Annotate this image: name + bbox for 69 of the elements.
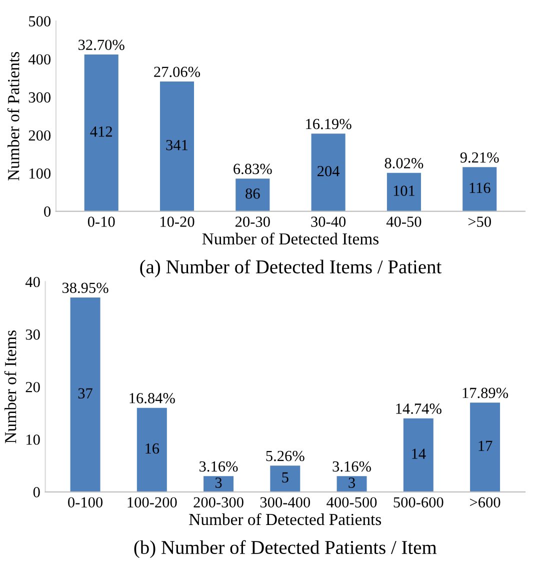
annotation: 17.89% (462, 388, 508, 398)
data-label: 16 (146, 443, 160, 454)
data-label: 86 (246, 188, 260, 199)
x-tick-label: 40-50 (386, 216, 422, 227)
y-tick-label: 30 (26, 329, 40, 340)
annotation: 3.16% (332, 461, 371, 472)
bar (311, 134, 346, 212)
bar (160, 82, 194, 212)
annotation: 16.19% (306, 118, 352, 130)
bar (336, 476, 367, 492)
x-tick-label: 200-300 (194, 497, 244, 508)
annotation: 14.74% (396, 404, 442, 414)
y-tick-label: 200 (28, 130, 51, 141)
annotation: 5.26% (266, 450, 304, 462)
y-axis-title: Number of Items (4, 330, 16, 444)
data-label: 341 (166, 140, 188, 150)
y-tick-label: 100 (30, 168, 51, 179)
annotation: 16.84% (130, 393, 175, 404)
annotation: 9.21% (460, 152, 499, 163)
data-label: 14 (412, 448, 426, 459)
data-label: 3 (348, 478, 356, 488)
bar (386, 172, 421, 212)
y-tick-label: 0 (44, 206, 51, 217)
bar (204, 476, 234, 492)
annotation: 8.02% (384, 158, 424, 168)
bar (136, 408, 167, 492)
data-label: 204 (318, 166, 340, 176)
x-axis-title: Number of Detected Patients (189, 513, 382, 526)
data-label: 116 (470, 182, 490, 194)
annotation: 3.16% (200, 461, 238, 472)
data-label: 5 (282, 472, 288, 483)
data-label: 37 (78, 388, 92, 399)
x-tick-label: 10-20 (160, 216, 194, 227)
x-axis-title: Number of Detected Items (202, 232, 379, 245)
annotation: 6.83% (234, 164, 272, 174)
x-tick-label: 0-100 (68, 497, 103, 508)
data-label: 3 (215, 478, 222, 488)
y-tick-label: 40 (25, 276, 40, 288)
bar (462, 167, 497, 212)
x-tick-label: >600 (470, 497, 500, 508)
y-tick-label: 400 (28, 54, 51, 65)
data-label: 17 (478, 440, 492, 451)
data-label: 412 (90, 126, 112, 137)
y-tick-label: 20 (26, 382, 40, 392)
x-tick-label: 0-10 (88, 216, 115, 227)
x-tick-label: 400-500 (326, 497, 377, 508)
data-label: 101 (394, 186, 415, 196)
bar (470, 402, 500, 492)
x-tick-label: 500-600 (394, 497, 444, 508)
annotation: 38.95% (62, 282, 108, 294)
x-tick-label: 20-30 (236, 216, 270, 227)
text: (b) Number of Detected Patients / Item (134, 540, 437, 558)
bar (270, 466, 300, 492)
bar (70, 297, 100, 492)
y-tick-label: 0 (33, 487, 40, 498)
y-tick-label: 10 (26, 434, 40, 445)
annotation: 27.06% (154, 66, 200, 78)
y-tick-label: 300 (28, 92, 51, 103)
text: (a) Number of Detected Items / Patient (140, 260, 442, 278)
y-axis-title: Number of Patients (7, 52, 20, 180)
y-tick-label: 500 (29, 16, 51, 26)
annotation: 32.70% (78, 40, 124, 50)
bar (84, 54, 118, 212)
x-tick-label: 300-400 (260, 497, 310, 508)
bar (236, 178, 270, 212)
bar (403, 418, 434, 492)
x-tick-label: 30-40 (311, 216, 346, 227)
x-tick-label: 100-200 (128, 497, 177, 508)
x-tick-label: >50 (468, 216, 491, 227)
